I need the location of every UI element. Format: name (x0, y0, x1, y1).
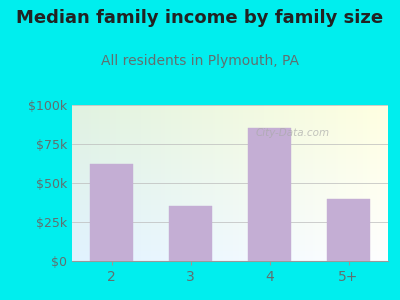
Text: City-Data.com: City-Data.com (255, 128, 330, 138)
Bar (90, 164, 133, 261)
Bar (327, 199, 370, 261)
Text: Median family income by family size: Median family income by family size (16, 9, 384, 27)
Bar (248, 128, 291, 261)
Bar (169, 206, 212, 261)
Text: All residents in Plymouth, PA: All residents in Plymouth, PA (101, 54, 299, 68)
